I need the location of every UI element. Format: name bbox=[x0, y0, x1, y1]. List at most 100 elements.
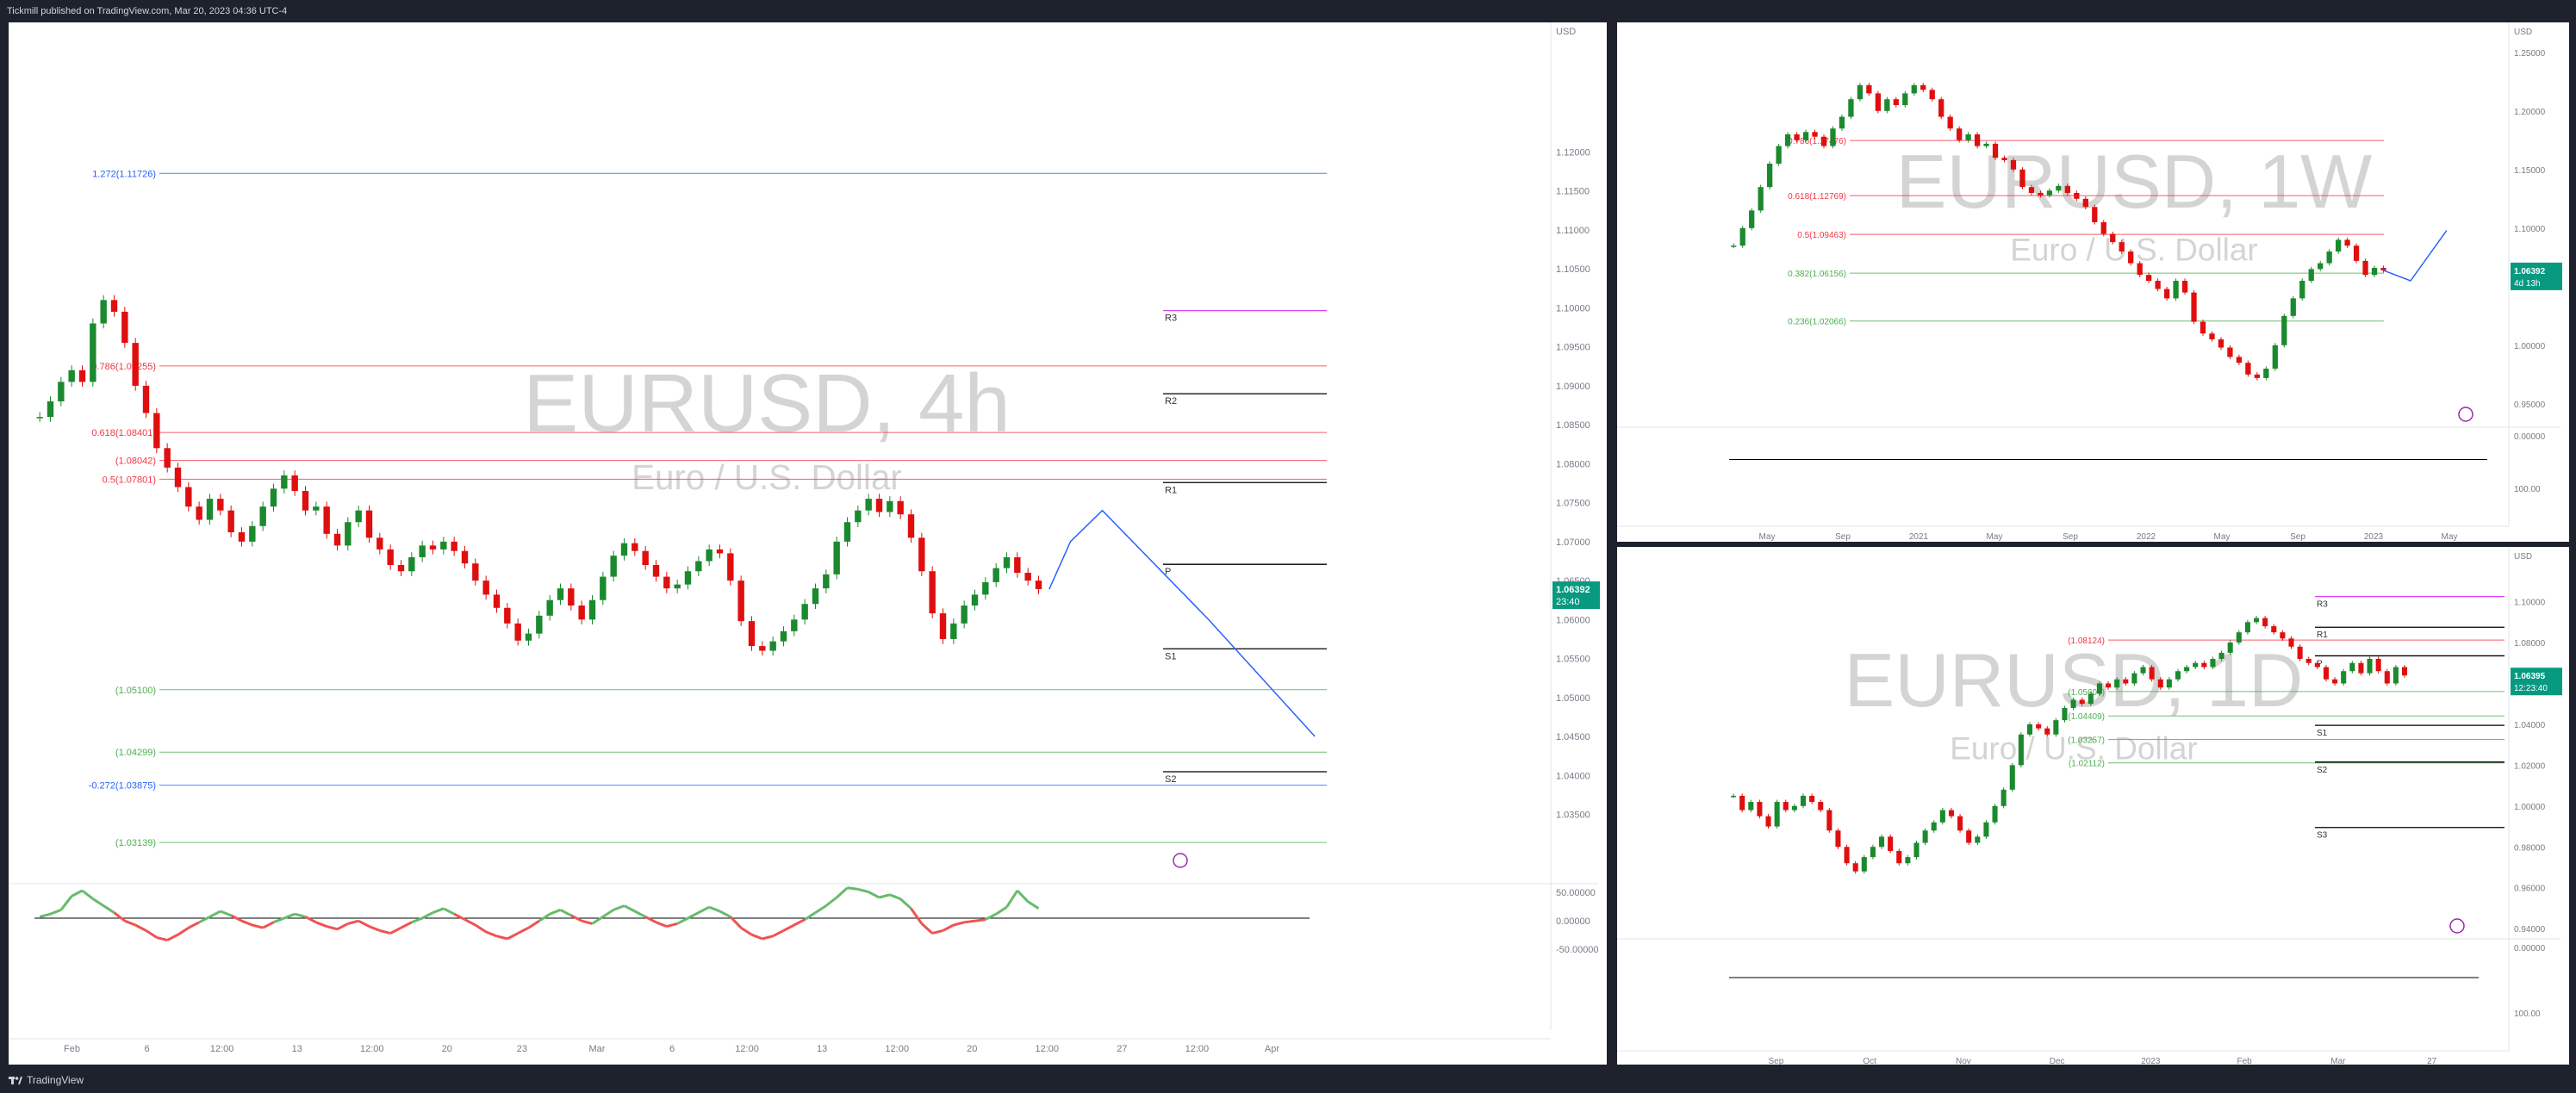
oscillator-segment bbox=[538, 912, 551, 922]
candle-body bbox=[313, 506, 320, 511]
time-axis-tick: Apr bbox=[1265, 1044, 1279, 1054]
fib-level-label: (1.04299) bbox=[115, 748, 156, 758]
oscillator-segment bbox=[432, 907, 445, 914]
candle-body bbox=[302, 491, 309, 511]
candle-body bbox=[907, 514, 915, 538]
price-axis-tick: 1.10500 bbox=[1556, 264, 1590, 275]
candle-body bbox=[2193, 662, 2199, 668]
fib-level-label: 0.382(1.06156) bbox=[1788, 270, 1846, 279]
oscillator-segment bbox=[304, 916, 317, 924]
price-axis-tick: 1.10000 bbox=[1556, 303, 1590, 314]
countdown-label: 23:40 bbox=[1556, 597, 1580, 607]
candle-body bbox=[2375, 659, 2381, 672]
candle-body bbox=[568, 588, 575, 606]
candle-body bbox=[2044, 728, 2050, 735]
brand-label: TradingView bbox=[27, 1074, 84, 1086]
candle-body bbox=[1893, 99, 1899, 105]
candle-body bbox=[493, 594, 501, 608]
chart-4h-svg[interactable]: EURUSD, 4h Euro / U.S. Dollar 1.272(1.1172… bbox=[9, 22, 1607, 1065]
candle-body bbox=[780, 630, 787, 642]
oscillator-segment bbox=[166, 933, 179, 941]
candle-body bbox=[706, 549, 712, 562]
oscillator-segment bbox=[49, 909, 62, 916]
pivot-label: S2 bbox=[2317, 766, 2328, 775]
candle-body bbox=[759, 646, 766, 651]
candle-body bbox=[1800, 795, 1807, 806]
price-axis-tick: 1.04000 bbox=[1556, 771, 1590, 781]
countdown-label: 12:23:40 bbox=[2514, 684, 2548, 693]
chart-panel-1d[interactable]: EURUSD, 1D Euro / U.S. Dollar (1.08124) (1.… bbox=[1617, 547, 2569, 1065]
candle-body bbox=[1911, 84, 1917, 94]
oscillator-segment bbox=[868, 891, 880, 899]
candle-body bbox=[2332, 679, 2338, 684]
candle-body bbox=[429, 545, 437, 550]
oscillator-segment bbox=[230, 914, 243, 922]
fib-level-label: (1.02112) bbox=[2069, 760, 2105, 769]
candle-body bbox=[2244, 622, 2250, 633]
oscillator-segment bbox=[857, 887, 869, 894]
oscillator-segment bbox=[793, 918, 806, 927]
candle-body bbox=[1839, 116, 1845, 129]
candle-body bbox=[2288, 638, 2294, 647]
price-axis-tick: 0.94000 bbox=[2514, 925, 2546, 935]
oscillator-segment bbox=[443, 907, 455, 916]
price-axis-tick: 1.11000 bbox=[1556, 226, 1590, 236]
tradingview-brand[interactable]: TradingView bbox=[9, 1074, 84, 1086]
oscillator-segment bbox=[527, 919, 540, 929]
candle-body bbox=[281, 475, 288, 489]
pivot-label: R1 bbox=[1165, 485, 1177, 495]
watermark-subtitle: Euro / U.S. Dollar bbox=[632, 457, 902, 497]
oscillator-segment bbox=[655, 921, 668, 928]
candle-body bbox=[2096, 683, 2102, 694]
candle-body bbox=[2100, 222, 2106, 234]
chart-panel-4h[interactable]: EURUSD, 4h Euro / U.S. Dollar 1.272(1.1172… bbox=[9, 22, 1607, 1065]
fib-level-label: 0.786(1.09255) bbox=[91, 362, 156, 372]
candle-body bbox=[1947, 116, 1953, 129]
oscillator-segment bbox=[294, 912, 306, 918]
time-axis-tick: Mar bbox=[588, 1044, 605, 1054]
time-axis-tick: Oct bbox=[1863, 1057, 1876, 1065]
chart-panel-1w[interactable]: EURUSD, 1W Euro / U.S. Dollar 0.786(1.1747… bbox=[1617, 22, 2569, 542]
candle-body bbox=[1929, 90, 1935, 100]
fib-level-label: (1.08042) bbox=[115, 456, 156, 467]
price-axis-tick: 1.05500 bbox=[1556, 655, 1590, 665]
candle-body bbox=[1731, 795, 1737, 798]
candle-body bbox=[1826, 810, 1832, 831]
candle-body bbox=[2236, 632, 2242, 643]
candle-body bbox=[2064, 185, 2070, 193]
time-axis-tick: 12:00 bbox=[1185, 1044, 1210, 1054]
candle-body bbox=[2209, 333, 2215, 339]
price-axis-tick: 0.95000 bbox=[2514, 401, 2546, 410]
candle-body bbox=[2019, 169, 2025, 188]
candle-body bbox=[196, 506, 202, 520]
price-axis-tick: 1.10000 bbox=[2514, 225, 2546, 234]
candle-body bbox=[1992, 143, 1999, 158]
candle-body bbox=[1896, 850, 1902, 864]
fib-level-label: (1.05100) bbox=[115, 686, 156, 696]
candle-body bbox=[2236, 357, 2243, 363]
lightning-icon bbox=[1173, 853, 1188, 868]
candle-body bbox=[748, 621, 756, 647]
candle-body bbox=[2362, 260, 2368, 276]
time-axis-tick: Feb bbox=[64, 1044, 80, 1054]
candle-body bbox=[387, 549, 394, 565]
candle-body bbox=[578, 605, 585, 620]
candle-body bbox=[855, 510, 862, 523]
oscillator-segment bbox=[475, 923, 487, 934]
time-axis-tick: Sep bbox=[2290, 532, 2305, 542]
oscillator-segment bbox=[985, 912, 997, 921]
candle-body bbox=[2353, 245, 2360, 261]
last-price-badge bbox=[1552, 581, 1600, 610]
candle-body bbox=[1857, 84, 1864, 100]
candle-body bbox=[2280, 632, 2286, 639]
oscillator-tick: 0.00000 bbox=[2514, 432, 2546, 442]
candle-body bbox=[2201, 662, 2207, 668]
oscillator-segment bbox=[103, 904, 115, 914]
oscillator-segment bbox=[974, 918, 986, 922]
candle-body bbox=[142, 385, 150, 413]
chart-1w-svg[interactable]: EURUSD, 1W Euro / U.S. Dollar 0.786(1.1747… bbox=[1617, 22, 2569, 542]
time-axis-tick: 27 bbox=[1117, 1044, 1127, 1054]
candle-body bbox=[1902, 93, 1908, 105]
time-axis-tick: 20 bbox=[442, 1044, 452, 1054]
